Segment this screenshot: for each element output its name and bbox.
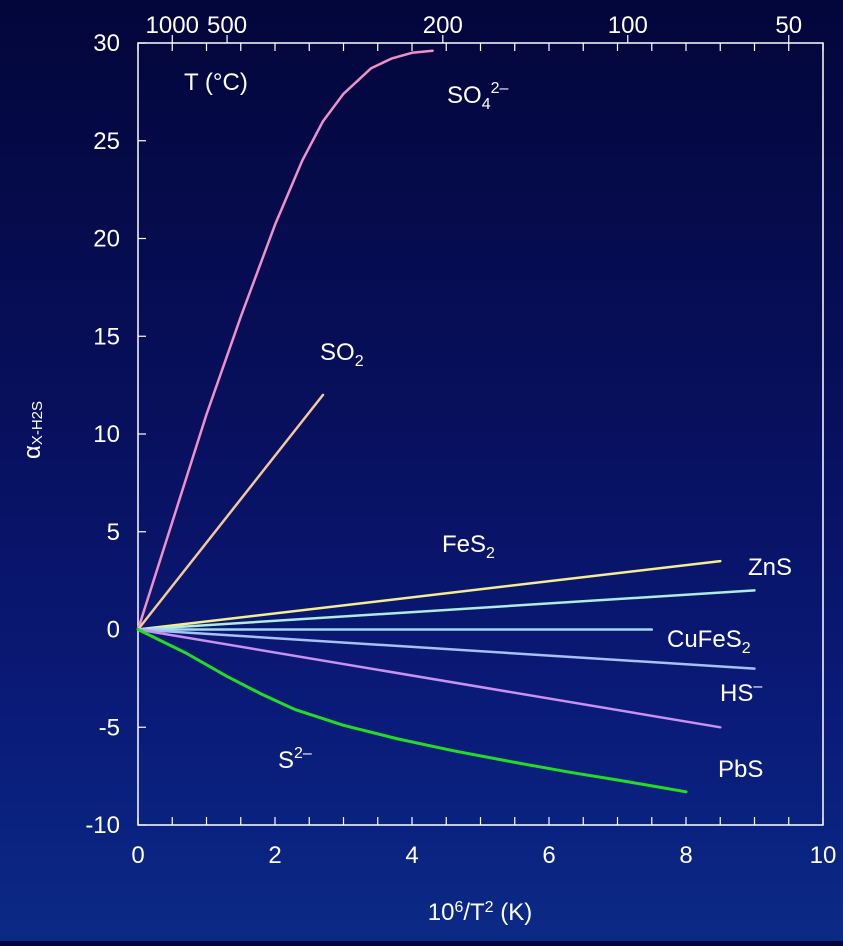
series-label-pbs: PbS	[718, 756, 763, 783]
x-axis-title: 106/T2 (K)	[428, 899, 533, 927]
y-tick-label: 15	[93, 323, 120, 350]
y-axis-title: αX-H2S	[19, 401, 46, 459]
top-tick-label: 500	[207, 12, 247, 39]
axes: 0 2 4 6 8 10 -10 -5 0 5 10 15 20 25 30 1000 500 200 100 50	[85, 12, 836, 869]
y-tick-label: 30	[93, 30, 120, 57]
x-tick-label: 10	[810, 842, 837, 869]
series-layer	[136, 49, 756, 794]
y-tick-label: -5	[99, 714, 120, 741]
series-label-fes2: FeS2	[442, 531, 495, 562]
x-tick-label: 8	[679, 842, 692, 869]
series-label-hs: HS–	[720, 678, 762, 707]
series-label-cufes2: CuFeS2	[667, 626, 751, 657]
series-line-fes2	[136, 559, 722, 631]
series-line-pbs	[136, 628, 722, 729]
y-tick-label: 5	[107, 519, 120, 546]
series-line-s2	[136, 628, 688, 794]
series-label-so4: SO42–	[447, 80, 508, 113]
x-tick-label: 0	[131, 842, 144, 869]
y-tick-label: 0	[107, 617, 120, 644]
plot-frame	[137, 42, 824, 826]
y-tick-label: 25	[93, 128, 120, 155]
x-tick-label: 6	[542, 842, 555, 869]
x-tick-label: 2	[268, 842, 281, 869]
series-line-hs	[136, 628, 756, 670]
x-tick-label: 4	[405, 842, 418, 869]
top-tick-label: 100	[608, 12, 648, 39]
series-label-so2: SO2	[320, 339, 364, 370]
series-line-so4	[136, 49, 434, 631]
y-tick-label: -10	[85, 812, 120, 839]
top-tick-label: 200	[423, 12, 463, 39]
top-axis-title: T (°C)	[184, 69, 248, 96]
series-line-zns	[136, 589, 756, 631]
y-tick-label: 20	[93, 226, 120, 253]
series-labels: SO42– SO2 FeS2 ZnS CuFeS2 HS– PbS S2–	[278, 80, 792, 783]
y-tick-label: 10	[93, 421, 120, 448]
series-line-so2	[136, 393, 325, 631]
top-tick-label: 1000	[146, 12, 199, 39]
top-tick-label: 50	[775, 12, 802, 39]
series-label-zns: ZnS	[748, 554, 792, 581]
series-label-s2: S2–	[278, 745, 312, 774]
